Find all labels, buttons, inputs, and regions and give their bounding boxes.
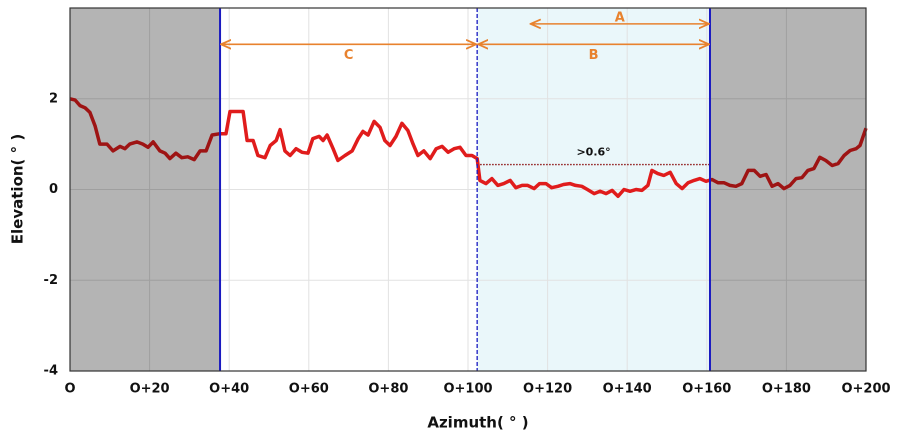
annotation-label: A [615, 10, 625, 25]
shaded-region [70, 8, 221, 371]
x-tick-label: O+120 [523, 382, 572, 397]
y-tick-label: 2 [49, 91, 58, 106]
y-axis-title: Elevation( ° ) [9, 134, 27, 244]
y-tick-label: -2 [44, 273, 58, 288]
x-axis-title: Azimuth( ° ) [427, 414, 528, 432]
y-tick-label: 0 [49, 182, 58, 197]
x-tick-label: O+200 [841, 382, 890, 397]
annotation-label: C [344, 48, 354, 63]
x-tick-label: O+160 [682, 382, 731, 397]
x-tick-label: O+80 [368, 382, 408, 397]
x-tick-label: O+40 [209, 382, 249, 397]
x-tick-label: O+60 [289, 382, 329, 397]
plot-frame [69, 7, 867, 372]
x-tick-label: O+20 [130, 382, 170, 397]
x-tick-label: O+180 [762, 382, 811, 397]
y-tick-label: -4 [44, 364, 58, 379]
x-tick-label: O+140 [603, 382, 652, 397]
x-tick-label: O+100 [443, 382, 492, 397]
annotation-label: B [589, 48, 599, 63]
threshold-label: >0.6° [576, 146, 610, 159]
x-tick-label: O [64, 382, 75, 397]
shaded-region [709, 8, 866, 371]
